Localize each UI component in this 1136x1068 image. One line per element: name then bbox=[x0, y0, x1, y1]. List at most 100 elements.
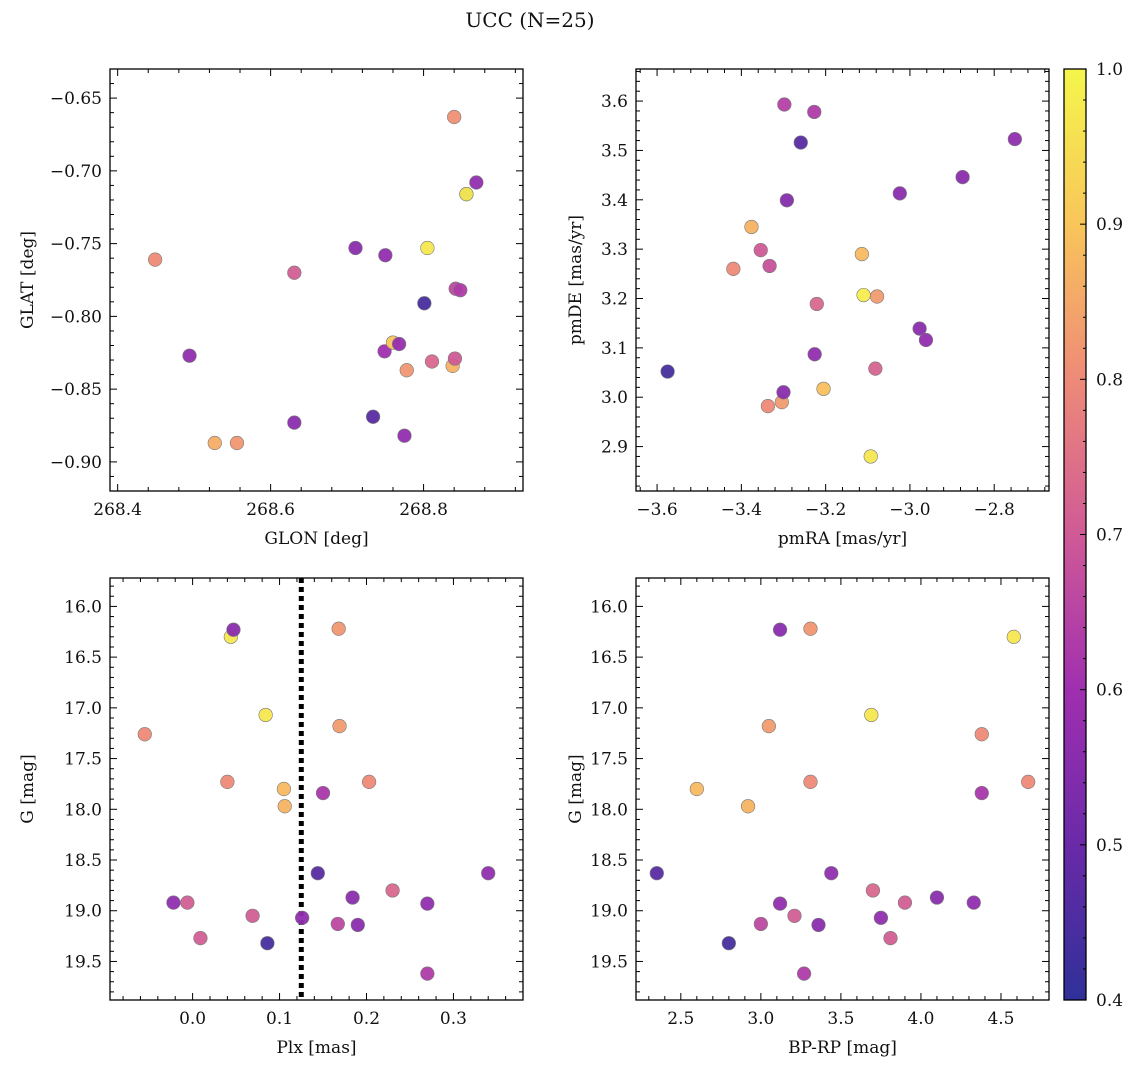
scatter-point bbox=[776, 385, 791, 400]
y-tick-label: 16.5 bbox=[590, 648, 628, 668]
scatter-point bbox=[362, 774, 377, 789]
colorbar-gradient-bar bbox=[1064, 69, 1086, 1000]
scatter-point bbox=[918, 332, 934, 348]
scatter-point bbox=[397, 428, 412, 443]
x-tick-label: −3.2 bbox=[805, 500, 846, 520]
y-tick-label: 19.5 bbox=[64, 952, 102, 972]
y-axis-label: GLAT [deg] bbox=[18, 231, 38, 329]
y-tick-label: 18.5 bbox=[64, 851, 102, 871]
y-tick-label: 3.1 bbox=[601, 339, 628, 359]
y-tick-label: 3.6 bbox=[601, 92, 628, 112]
scatter-point bbox=[744, 219, 759, 235]
scatter-point bbox=[392, 336, 407, 352]
scatter-point bbox=[660, 364, 675, 379]
scatter-point bbox=[148, 252, 163, 267]
x-tick-label: 4.5 bbox=[987, 1009, 1014, 1029]
y-tick-label: 3.2 bbox=[601, 290, 628, 310]
y-tick-label: 16.0 bbox=[590, 597, 628, 617]
scatter-point bbox=[365, 409, 381, 424]
scatter-point bbox=[453, 283, 468, 298]
x-tick-label: 268.6 bbox=[246, 500, 295, 520]
y-tick-label: 19.5 bbox=[590, 952, 628, 972]
x-axis-label: BP-RP [mag] bbox=[788, 1038, 897, 1058]
scatter-point bbox=[277, 799, 292, 814]
scatter-point bbox=[772, 622, 788, 637]
scatter-point bbox=[260, 936, 275, 951]
x-tick-label: −2.8 bbox=[974, 500, 1015, 520]
y-tick-label: 3.3 bbox=[601, 240, 628, 260]
scatter-point bbox=[793, 135, 808, 150]
y-tick-label: −0.75 bbox=[50, 235, 102, 255]
scatter-point bbox=[803, 774, 818, 789]
y-tick-label: 2.9 bbox=[601, 438, 628, 458]
plot-frame bbox=[109, 577, 524, 1001]
scatter-point bbox=[864, 707, 879, 723]
scatter-point bbox=[424, 354, 440, 369]
scatter-point bbox=[803, 621, 818, 636]
scatter-point bbox=[245, 908, 260, 923]
scatter-point bbox=[796, 966, 812, 981]
scatter-point bbox=[348, 240, 363, 256]
scatter-point bbox=[331, 621, 346, 636]
plot-area bbox=[137, 578, 496, 1000]
colorbar-tick-label: 0.5 bbox=[1096, 836, 1123, 856]
scatter-point bbox=[469, 175, 484, 190]
scatter-point bbox=[180, 895, 195, 910]
y-tick-label: 16.0 bbox=[64, 597, 102, 617]
scatter-point bbox=[883, 931, 898, 946]
panel-bprp-g: 2.5 3.0 3.5 4.0 4.5 16.0 16.5 17.0 17.5 18.0 18.5 1… bbox=[566, 577, 1050, 1058]
panel-plx-g: 0.0 0.1 0.2 0.3 16.0 16.5 17.0 17.5 18.0 18.5 19.0… bbox=[18, 577, 524, 1058]
y-tick-label: −0.65 bbox=[50, 89, 102, 109]
scatter-point bbox=[689, 781, 704, 797]
scatter-point bbox=[772, 896, 788, 911]
scatter-point bbox=[193, 931, 208, 946]
scatter-point bbox=[447, 351, 463, 366]
scatter-point bbox=[276, 781, 291, 797]
plot-area bbox=[148, 109, 484, 451]
scatter-point bbox=[385, 883, 400, 898]
scatter-point bbox=[777, 97, 792, 112]
y-axis-label: pmDE [mas/yr] bbox=[566, 215, 586, 345]
panel-glon-glat: 268.4 268.6 268.8 −0.65 −0.70 −0.75 −0.80 −0.85… bbox=[18, 68, 524, 549]
scatter-point bbox=[166, 895, 181, 910]
x-axis-label: pmRA [mas/yr] bbox=[778, 529, 907, 549]
scatter-point bbox=[726, 261, 741, 276]
scatter-point bbox=[330, 916, 345, 932]
scatter-point bbox=[350, 917, 365, 933]
scatter-point bbox=[740, 799, 756, 814]
scatter-point bbox=[760, 399, 776, 414]
scatter-point bbox=[966, 895, 981, 910]
scatter-point bbox=[137, 727, 152, 742]
x-tick-label: 3.0 bbox=[747, 1009, 774, 1029]
colorbar-tick-label: 0.4 bbox=[1096, 991, 1123, 1011]
y-tick-label: 18.5 bbox=[590, 851, 628, 871]
scatter-point bbox=[258, 707, 273, 723]
scatter-point bbox=[399, 363, 414, 378]
scatter-point bbox=[816, 381, 831, 396]
scatter-point bbox=[807, 104, 822, 120]
scatter-point bbox=[863, 449, 878, 464]
y-tick-label: 17.5 bbox=[64, 750, 102, 770]
x-tick-label: 4.0 bbox=[907, 1009, 934, 1029]
scatter-point bbox=[459, 187, 474, 202]
y-tick-label: 16.5 bbox=[64, 648, 102, 668]
x-axis-label: GLON [deg] bbox=[264, 529, 368, 549]
plot-frame bbox=[635, 68, 1050, 492]
y-tick-label: 17.0 bbox=[64, 699, 102, 719]
scatter-point bbox=[912, 321, 927, 336]
x-tick-label: 2.5 bbox=[667, 1009, 694, 1029]
y-tick-label: 18.0 bbox=[590, 800, 628, 820]
scatter-point bbox=[779, 193, 794, 208]
scatter-point bbox=[856, 287, 871, 303]
x-tick-label: 0.3 bbox=[440, 1009, 467, 1029]
scatter-point bbox=[809, 296, 824, 312]
scatter-point bbox=[220, 774, 235, 789]
scatter-point bbox=[892, 186, 907, 201]
scatter-point bbox=[974, 785, 989, 801]
x-tick-label: 0.2 bbox=[353, 1009, 380, 1029]
figure-title: UCC (N=25) bbox=[465, 8, 594, 32]
colorbar-tick-label: 1.0 bbox=[1096, 60, 1123, 80]
colorbar-tick-label: 0.7 bbox=[1096, 526, 1123, 546]
plot-frame bbox=[109, 68, 524, 492]
colorbar: 0.4 0.5 0.6 0.7 0.8 0.9 1.0 bbox=[1063, 60, 1123, 1011]
